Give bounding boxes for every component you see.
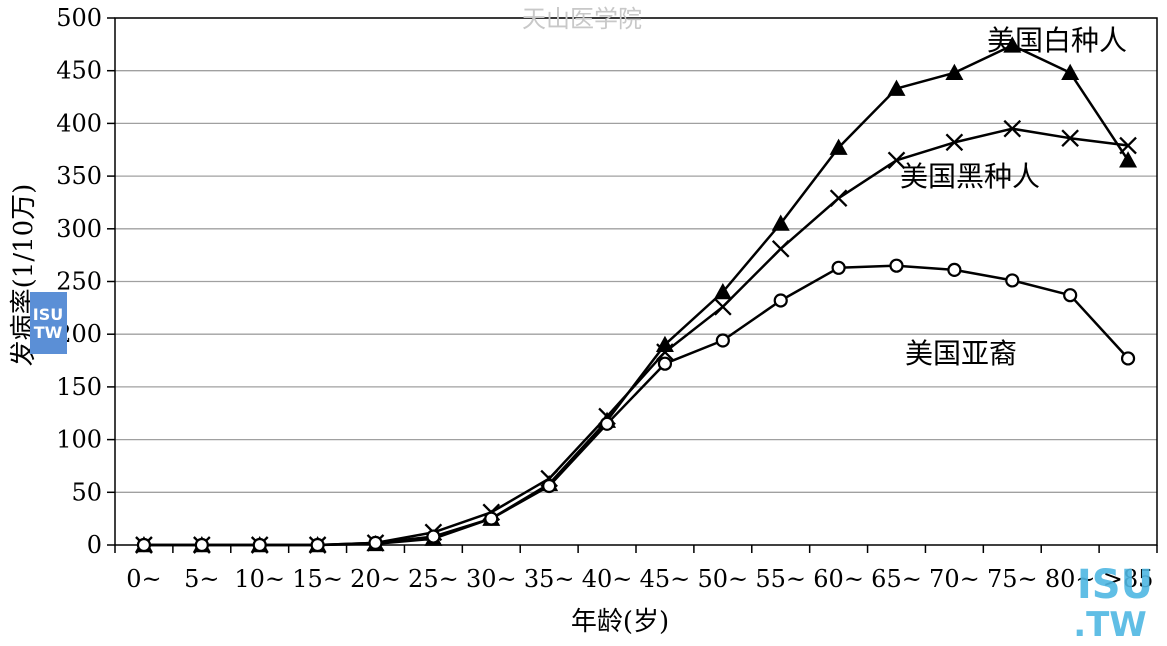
x-tick-label: 45~	[640, 565, 691, 593]
circle-marker	[831, 260, 846, 275]
watermark-logo-small: ISU TW	[30, 292, 67, 354]
x-tick-label: 35~	[524, 565, 575, 593]
series-lines	[143, 44, 1130, 547]
y-tick-label: 350	[56, 162, 102, 190]
gridlines	[115, 17, 1157, 493]
circle-marker	[599, 416, 615, 431]
x-marker-stroke	[829, 189, 848, 208]
y-tick-label: 50	[71, 478, 102, 506]
circle-marker	[1120, 351, 1136, 366]
x-marker-stroke	[771, 240, 790, 258]
x-tick-label: 70~	[929, 565, 980, 593]
x-tick-label: 15~	[292, 565, 343, 593]
circle-marker	[310, 537, 325, 553]
series-label-2: 美国黑种人	[900, 160, 1040, 193]
circle-marker	[136, 537, 152, 553]
circle-marker	[252, 537, 267, 553]
x-tick-label: 50~	[698, 565, 749, 593]
logo-small-text: ISU TW	[33, 305, 63, 342]
x-tick-label: 10~	[234, 565, 285, 593]
y-tick-label: 0	[87, 531, 102, 559]
axes	[107, 17, 1158, 553]
triangle-marker	[713, 283, 732, 300]
x-tick-label: 5~	[184, 565, 219, 593]
x-tick-label: 0~	[126, 565, 161, 593]
x-tick-label: 55~	[755, 565, 806, 593]
y-tick-label: 100	[56, 426, 102, 454]
circle-marker	[368, 535, 383, 550]
x-tick-label: 80~	[1045, 565, 1096, 593]
x-marker-stroke	[887, 151, 906, 170]
circle-marker	[484, 511, 499, 526]
x-tick-label: 25~	[408, 565, 459, 593]
triangle-marker	[887, 79, 906, 96]
x-marker-stroke	[714, 297, 732, 316]
x-marker-stroke	[1119, 136, 1137, 155]
y-tick-label: 300	[56, 215, 102, 243]
y-tick-label: 150	[56, 373, 102, 401]
x-marker-stroke	[945, 133, 964, 152]
y-tick-label: 400	[56, 109, 102, 137]
circle-marker	[542, 478, 557, 494]
circle-marker	[194, 537, 209, 553]
circle-marker	[1005, 273, 1020, 288]
x-marker	[887, 151, 906, 170]
x-marker	[829, 189, 848, 208]
y-tick-label: 250	[56, 268, 102, 296]
x-marker-stroke	[1061, 129, 1079, 147]
x-axis-title: 年龄(岁)	[571, 607, 669, 637]
circle-marker	[889, 258, 904, 273]
x-tick-label: 30~	[466, 565, 517, 593]
x-tick-labels: 0~ 5~ 10~ 15~ 20~ 25~ 30~ 35~ 40~ 45~ 50~ 55~ 60~ 65~…	[126, 565, 1153, 593]
watermark-top: 天山医学院	[522, 5, 642, 33]
x-marker	[1119, 136, 1137, 155]
x-tick-label: 20~	[350, 565, 401, 593]
logo-big-line2: .TW	[1073, 605, 1147, 645]
x-marker	[1061, 129, 1079, 147]
series-markers	[134, 36, 1138, 554]
triangle-marker	[945, 63, 964, 81]
logo-big-line1: ISU	[1077, 562, 1153, 608]
circle-marker	[657, 356, 673, 371]
x-tick-label: 75~	[987, 565, 1038, 593]
x-tick-label: >85	[1103, 565, 1154, 593]
series-line-3	[143, 264, 1130, 547]
series-line-1	[143, 44, 1130, 547]
x-marker	[656, 343, 674, 361]
circle-marker	[773, 293, 788, 308]
x-tick-label: 60~	[813, 565, 864, 593]
triangle-marker	[771, 214, 790, 231]
x-marker	[714, 297, 732, 316]
y-tick-label: 500	[56, 4, 102, 32]
series-label-3: 美国亚裔	[905, 337, 1017, 370]
x-marker-stroke	[656, 343, 674, 361]
x-marker	[945, 133, 964, 152]
triangle-marker	[1119, 151, 1138, 168]
circle-marker	[947, 262, 962, 278]
x-tick-label: 65~	[871, 565, 922, 593]
circle-marker	[1063, 288, 1078, 303]
watermark-logo-big: ISU .TW	[1073, 562, 1153, 645]
triangle-marker	[829, 138, 848, 155]
x-tick-label: 40~	[582, 565, 633, 593]
x-marker	[1003, 119, 1022, 138]
x-marker-stroke	[1003, 119, 1022, 138]
series-label-1: 美国白种人	[987, 24, 1127, 57]
triangle-marker	[1061, 63, 1080, 81]
circle-marker	[426, 529, 441, 544]
x-marker	[771, 240, 790, 258]
triangle-marker	[1003, 36, 1022, 53]
y-tick-label: 450	[56, 57, 102, 85]
circle-marker	[715, 333, 730, 348]
